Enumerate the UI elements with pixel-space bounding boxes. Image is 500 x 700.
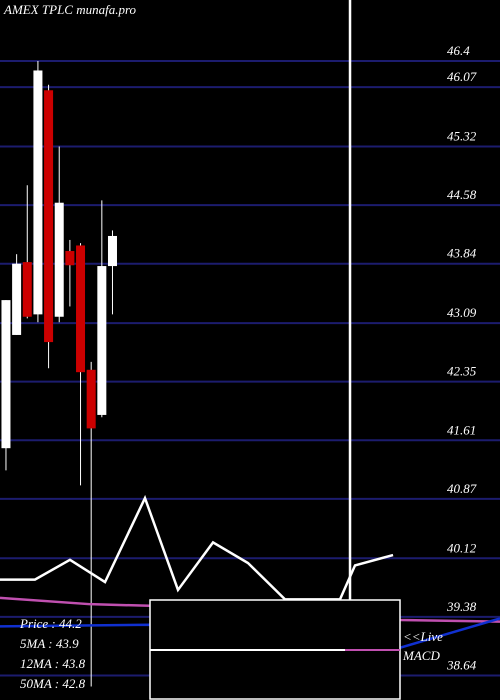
macd-label: MACD <box>402 648 440 663</box>
indicator-line <box>0 494 394 601</box>
labels: 46.4 46.07 45.32 44.58 43.84 43.09 42.35 41.61 4… <box>19 43 477 691</box>
live-label: <<Live <box>403 629 443 644</box>
candle-body <box>54 202 64 317</box>
y-tick-label: 43.84 <box>447 246 477 261</box>
y-tick-label: 40.87 <box>447 481 477 496</box>
y-tick-label: 43.09 <box>447 305 477 320</box>
candle-body <box>1 300 11 449</box>
y-tick-label: 41.61 <box>447 422 476 437</box>
y-tick-label: 46.4 <box>447 43 470 58</box>
info-label: 50MA : 42.8 <box>20 676 86 691</box>
candle-body <box>86 369 96 429</box>
candle-body <box>44 90 54 343</box>
info-label: Price : 44.2 <box>19 616 82 631</box>
y-tick-label: 45.32 <box>447 128 477 143</box>
y-tick-label: 40.12 <box>447 540 477 555</box>
candle-body <box>12 263 22 335</box>
candle-body <box>107 235 117 267</box>
candle-body <box>22 262 32 317</box>
info-label: 12MA : 43.8 <box>20 656 86 671</box>
y-tick-label: 42.35 <box>447 364 477 379</box>
chart-title: AMEX TPLC munafa.pro <box>3 2 137 17</box>
info-label: 5MA : 43.9 <box>20 636 79 651</box>
y-tick-label: 39.38 <box>446 599 477 614</box>
candle-body <box>33 70 43 315</box>
y-tick-label: 44.58 <box>447 187 477 202</box>
candle-body <box>65 251 75 266</box>
y-tick-label: 38.64 <box>446 657 477 672</box>
y-tick-label: 46.07 <box>447 69 477 84</box>
candle-body <box>76 245 86 373</box>
candle-body <box>97 266 107 415</box>
